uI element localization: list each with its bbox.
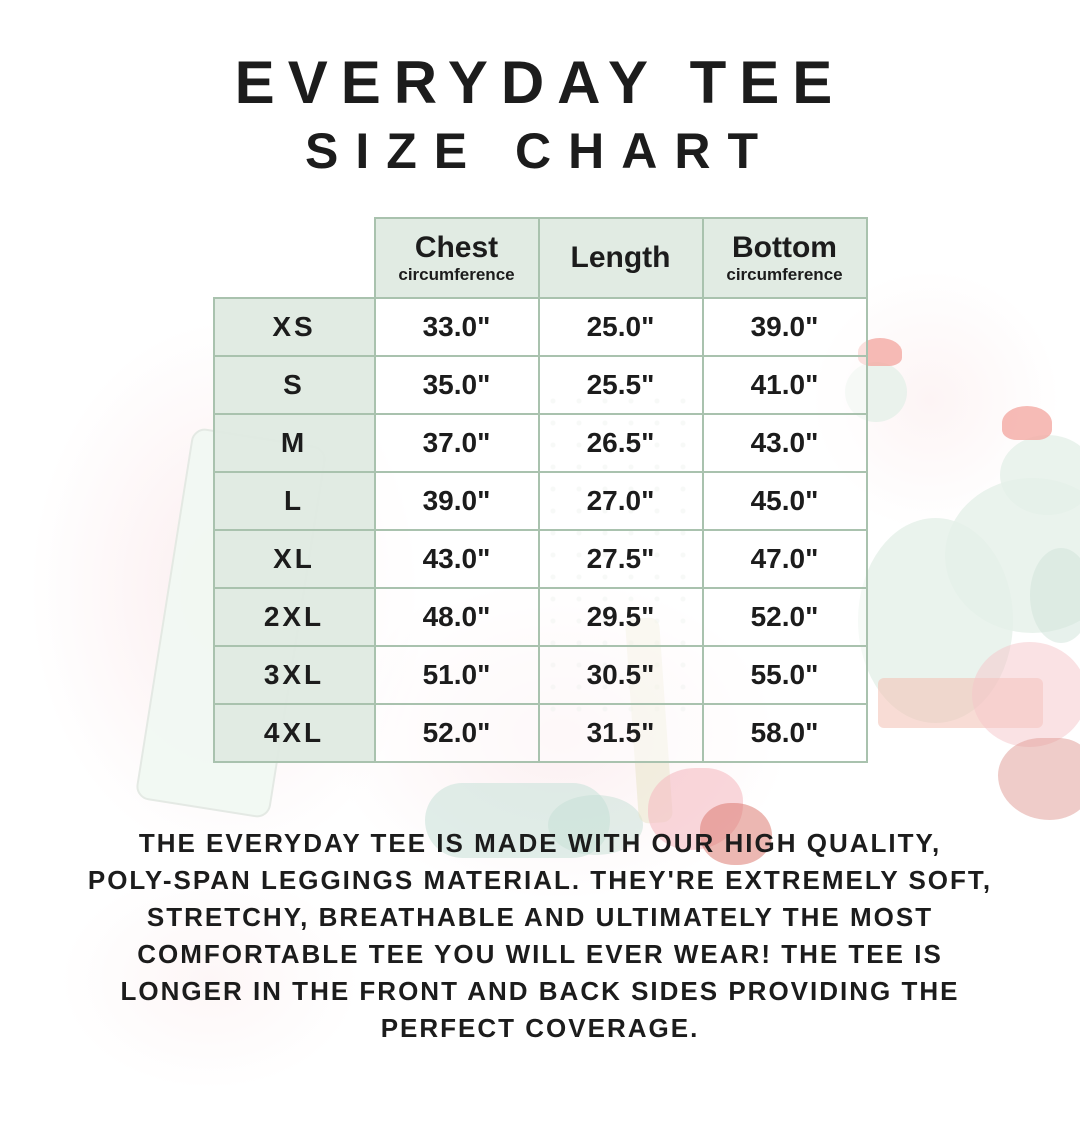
- bottom-value: 58.0": [701, 703, 868, 763]
- bottom-value: 41.0": [701, 355, 868, 415]
- table-row: 4XL 52.0" 31.5" 58.0": [212, 703, 868, 763]
- table-row: 3XL 51.0" 30.5" 55.0": [212, 645, 868, 705]
- table-row: M 37.0" 26.5" 43.0": [212, 413, 868, 473]
- chest-value: 35.0": [373, 355, 540, 415]
- size-chart-table: Chest circumference Length Bottom circum…: [212, 217, 868, 763]
- bottom-value: 45.0": [701, 471, 868, 531]
- header-row: Chest circumference Length Bottom circum…: [214, 217, 868, 299]
- table-row: XS 33.0" 25.0" 39.0": [212, 297, 868, 357]
- chest-value: 43.0": [373, 529, 540, 589]
- length-value: 27.0": [537, 471, 704, 531]
- length-value: 25.0": [537, 297, 704, 357]
- bottom-column-header: Bottom circumference: [701, 217, 868, 299]
- chest-value: 39.0": [373, 471, 540, 531]
- bottom-value: 55.0": [701, 645, 868, 705]
- page-title: EVERYDAY TEE: [234, 49, 846, 116]
- bottom-header-label: Bottom: [732, 231, 837, 265]
- chest-header-sublabel: circumference: [398, 264, 515, 284]
- size-label: 4XL: [212, 703, 376, 763]
- table-row: L 39.0" 27.0" 45.0": [212, 471, 868, 531]
- size-label: XL: [212, 529, 376, 589]
- chest-value: 48.0": [373, 587, 540, 647]
- length-value: 26.5": [537, 413, 704, 473]
- table-row: S 35.0" 25.5" 41.0": [212, 355, 868, 415]
- bottom-header-sublabel: circumference: [726, 264, 843, 284]
- chest-header-label: Chest: [414, 231, 499, 265]
- length-value: 31.5": [537, 703, 704, 763]
- product-description: THE EVERYDAY TEE IS MADE WITH OUR HIGH Q…: [87, 828, 993, 1043]
- table-row: XL 43.0" 27.5" 47.0": [212, 529, 868, 589]
- table-row: 2XL 48.0" 29.5" 52.0": [212, 587, 868, 647]
- length-value: 25.5": [537, 355, 704, 415]
- chest-column-header: Chest circumference: [373, 217, 540, 299]
- length-header-label: Length: [570, 240, 671, 274]
- size-label: M: [212, 413, 376, 473]
- size-label: 2XL: [212, 587, 376, 647]
- bottom-value: 43.0": [701, 413, 868, 473]
- size-label: S: [212, 355, 376, 415]
- chest-value: 51.0": [373, 645, 540, 705]
- length-column-header: Length: [537, 217, 704, 299]
- bottom-value: 47.0": [701, 529, 868, 589]
- chest-value: 33.0": [373, 297, 540, 357]
- chest-value: 52.0": [373, 703, 540, 763]
- chest-value: 37.0": [373, 413, 540, 473]
- length-value: 30.5": [537, 645, 704, 705]
- length-value: 27.5": [537, 529, 704, 589]
- size-label: XS: [212, 297, 376, 357]
- table-corner-spacer: [214, 218, 375, 298]
- size-label: L: [212, 471, 376, 531]
- page-subtitle: SIZE CHART: [305, 123, 775, 179]
- bottom-value: 39.0": [701, 297, 868, 357]
- size-label: 3XL: [212, 645, 376, 705]
- length-value: 29.5": [537, 587, 704, 647]
- bottom-value: 52.0": [701, 587, 868, 647]
